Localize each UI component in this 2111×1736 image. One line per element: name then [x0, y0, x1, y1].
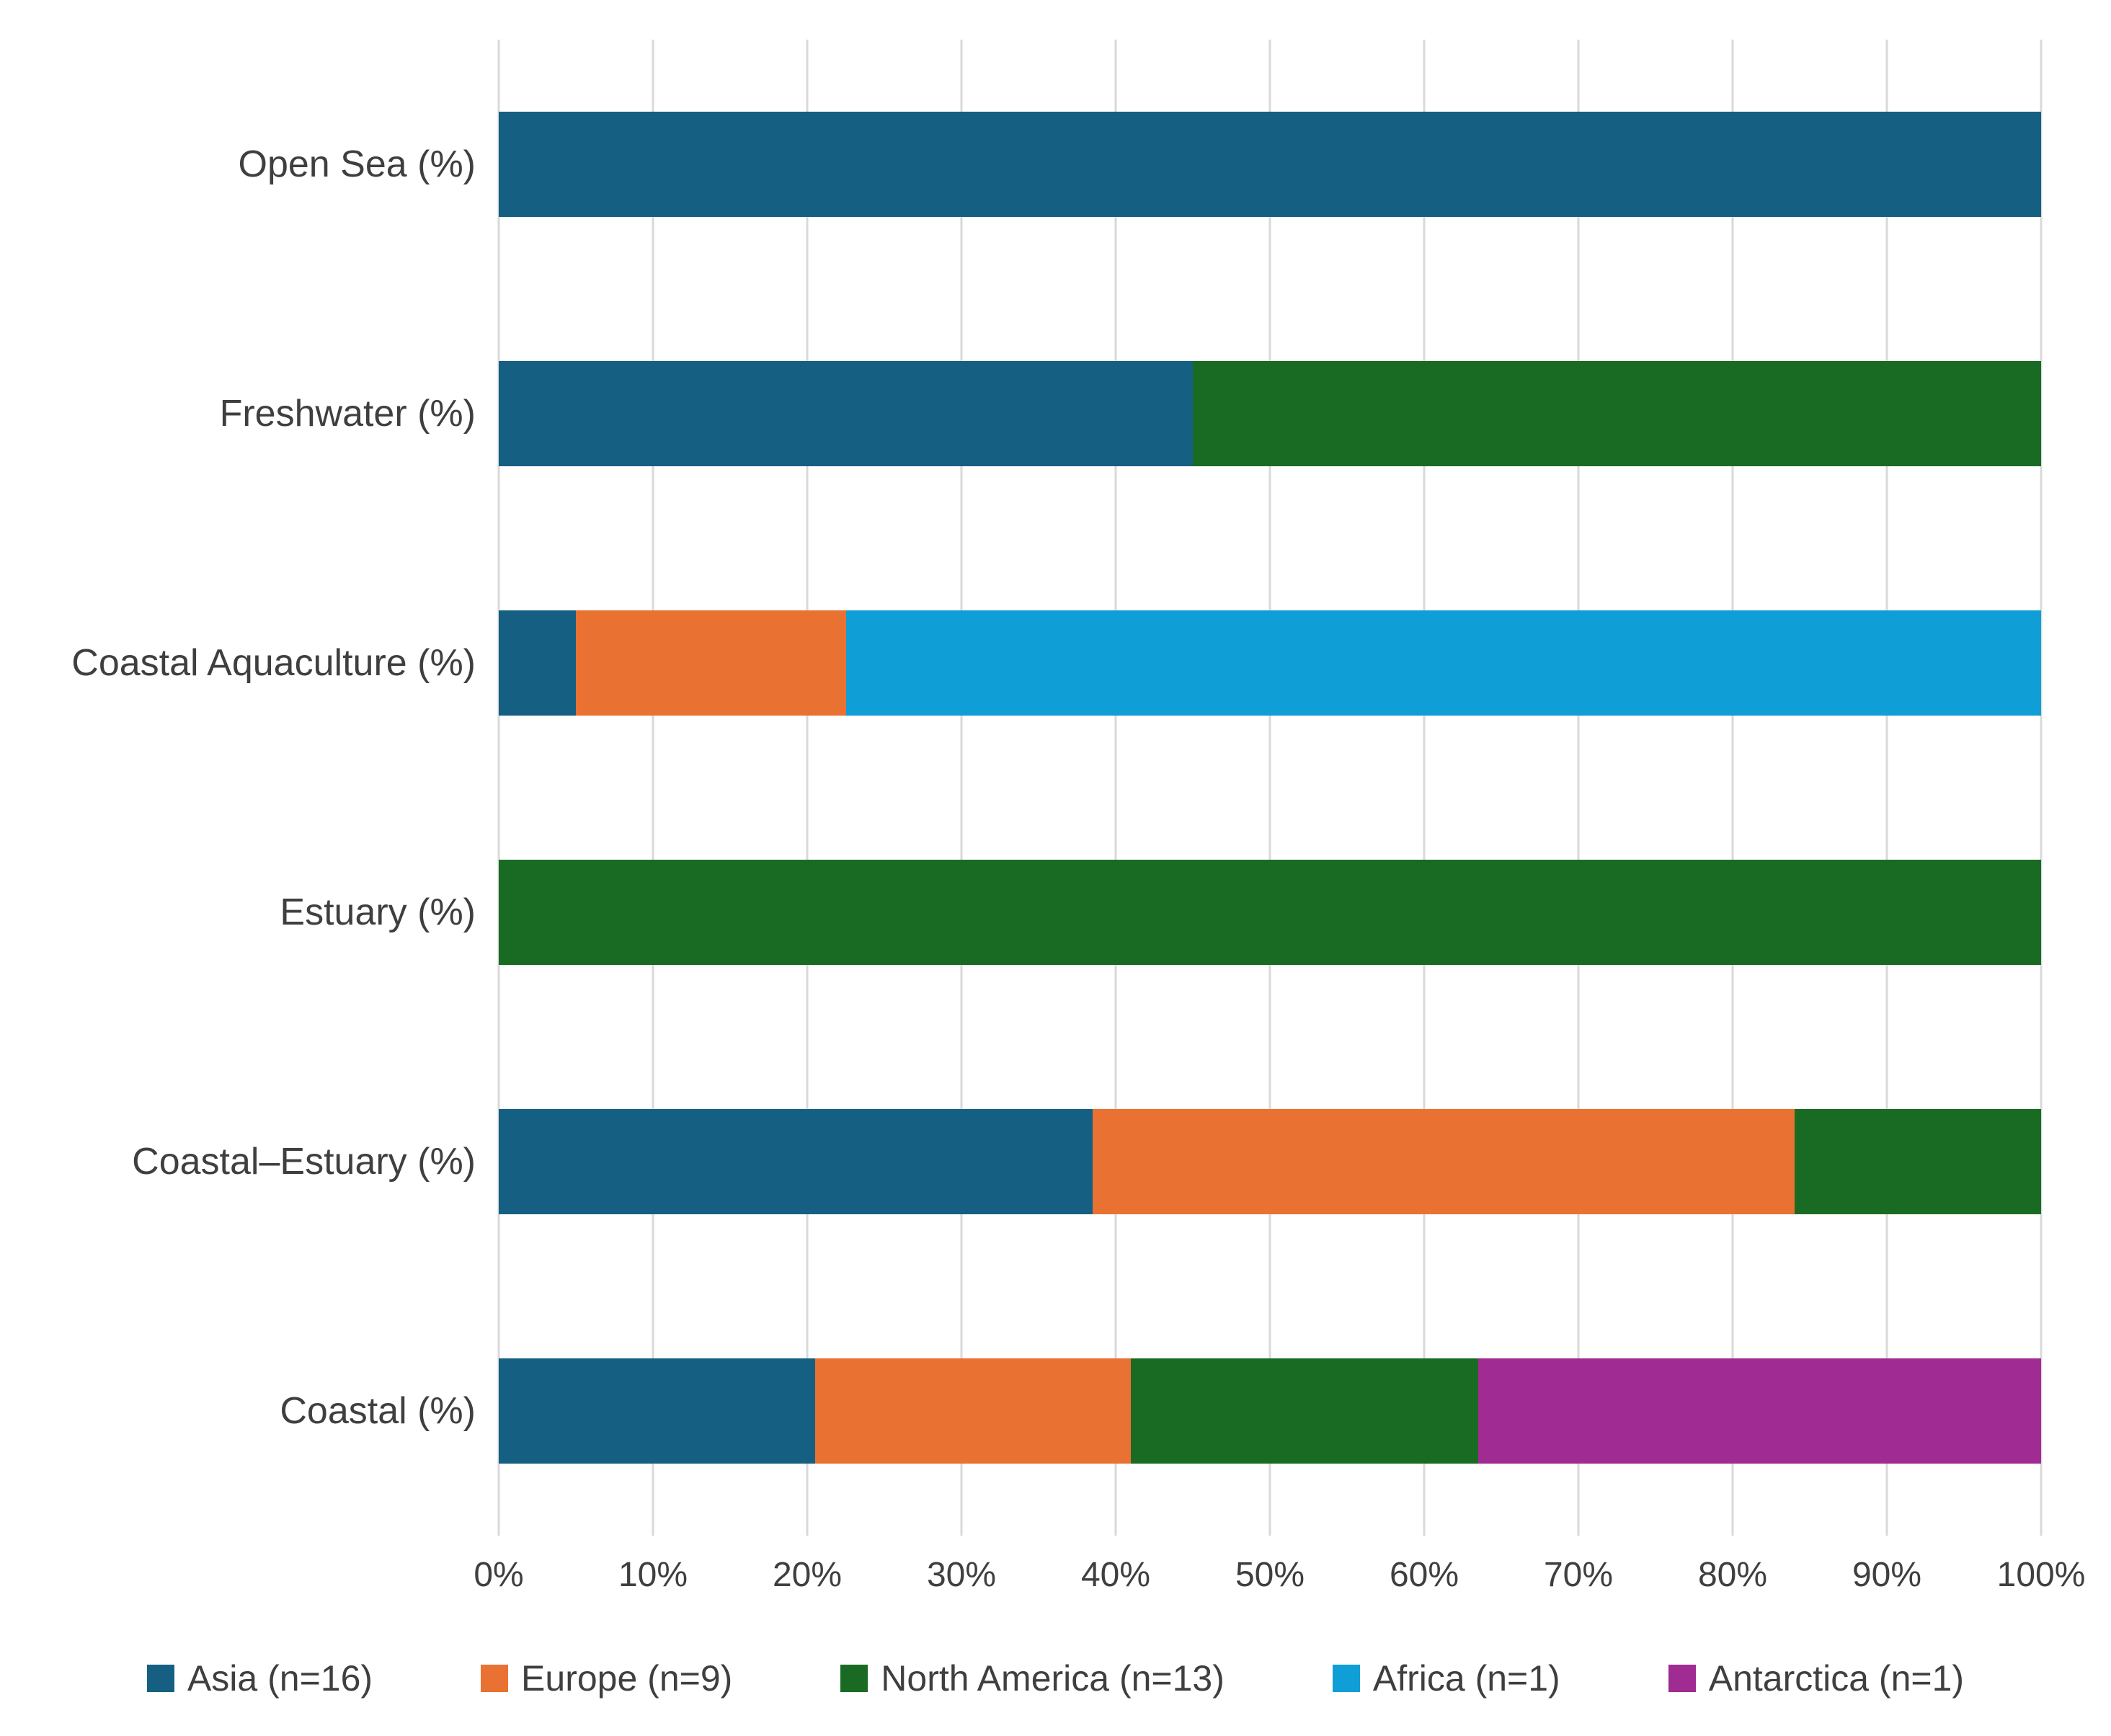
bar-segment-estuary-north-america	[499, 860, 2041, 965]
legend-item-north-america: North America (n=13)	[840, 1657, 1225, 1699]
gridline-50pct	[1268, 40, 1271, 1536]
bar-segment-coastal-aquaculture-africa	[845, 610, 2041, 716]
gridline-100pct	[2040, 40, 2043, 1536]
legend-swatch-icon-africa	[1332, 1665, 1360, 1692]
bar-segment-coastal-north-america	[1131, 1358, 1478, 1464]
legend-label-asia: Asia (n=16)	[187, 1658, 373, 1699]
bar-segment-coastal-estuary-north-america	[1794, 1109, 2041, 1214]
x-tick-label-60pct: 60%	[1389, 1556, 1459, 1594]
bar-segment-coastal-antarctica	[1477, 1358, 2041, 1464]
legend-label-antarctica: Antarctica (n=1)	[1708, 1658, 1965, 1699]
x-tick-label-10pct: 10%	[618, 1556, 688, 1594]
plot-area	[497, 40, 2043, 1536]
gridline-40pct	[1114, 40, 1117, 1536]
gridline-10pct	[652, 40, 654, 1536]
gridline-30pct	[960, 40, 963, 1536]
legend-swatch-icon-north-america	[840, 1665, 868, 1692]
bar-segment-open-sea-asia	[499, 112, 2041, 217]
x-tick-label-0pct: 0%	[474, 1556, 524, 1594]
bar-segment-coastal-aquaculture-asia	[499, 610, 576, 716]
legend-label-north-america: North America (n=13)	[881, 1658, 1225, 1699]
legend-item-africa: Africa (n=1)	[1332, 1657, 1560, 1699]
bar-freshwater	[499, 361, 2041, 466]
bar-segment-coastal-europe	[814, 1358, 1132, 1464]
bar-coastal-estuary	[499, 1109, 2041, 1214]
x-tick-label-90pct: 90%	[1852, 1556, 1922, 1594]
gridline-90pct	[1885, 40, 1888, 1536]
legend-swatch-icon-asia	[146, 1665, 174, 1692]
category-label-freshwater: Freshwater (%)	[219, 393, 476, 435]
legend-item-asia: Asia (n=16)	[146, 1657, 373, 1699]
x-tick-label-40pct: 40%	[1080, 1556, 1151, 1594]
bar-coastal	[499, 1358, 2041, 1464]
x-tick-label-30pct: 30%	[926, 1556, 997, 1594]
bar-segment-coastal-asia	[499, 1358, 815, 1464]
category-label-coastal-estuary: Coastal–Estuary (%)	[132, 1141, 476, 1183]
bar-segment-coastal-aquaculture-europe	[576, 610, 846, 716]
legend-label-europe: Europe (n=9)	[521, 1658, 733, 1699]
bar-open-sea	[499, 112, 2041, 217]
bar-segment-coastal-estuary-asia	[499, 1109, 1093, 1214]
legend: Asia (n=16) Europe (n=9) North America (n=…	[0, 1657, 2111, 1699]
x-axis: 0% 10% 20% 30% 40% 50% 60% 70% 80% 90% 100%	[474, 1555, 2085, 1606]
category-label-estuary: Estuary (%)	[280, 891, 476, 933]
x-tick-label-20pct: 20%	[772, 1556, 843, 1594]
bar-coastal-aquaculture	[499, 610, 2041, 716]
legend-item-antarctica: Antarctica (n=1)	[1668, 1657, 1964, 1699]
gridline-70pct	[1577, 40, 1580, 1536]
gridline-20pct	[806, 40, 809, 1536]
category-label-coastal: Coastal (%)	[280, 1390, 476, 1432]
legend-item-europe: Europe (n=9)	[481, 1657, 732, 1699]
bar-segment-freshwater-north-america	[1193, 361, 2041, 466]
gridline-80pct	[1731, 40, 1734, 1536]
bar-segment-coastal-estuary-europe	[1092, 1109, 1795, 1214]
x-tick-label-80pct: 80%	[1697, 1556, 1768, 1594]
x-tick-label-100pct: 100%	[1996, 1556, 2086, 1594]
category-label-coastal-aquaculture: Coastal Aquaculture (%)	[71, 642, 476, 684]
x-tick-label-50pct: 50%	[1235, 1556, 1305, 1594]
legend-swatch-icon-antarctica	[1668, 1665, 1696, 1692]
gridline-0pct	[497, 40, 500, 1536]
category-label-open-sea: Open Sea (%)	[238, 143, 476, 185]
bar-estuary	[499, 860, 2041, 965]
x-tick-label-70pct: 70%	[1543, 1556, 1614, 1594]
legend-swatch-icon-europe	[481, 1665, 509, 1692]
bar-segment-freshwater-asia	[499, 361, 1193, 466]
gridline-60pct	[1423, 40, 1426, 1536]
legend-label-africa: Africa (n=1)	[1372, 1658, 1560, 1699]
